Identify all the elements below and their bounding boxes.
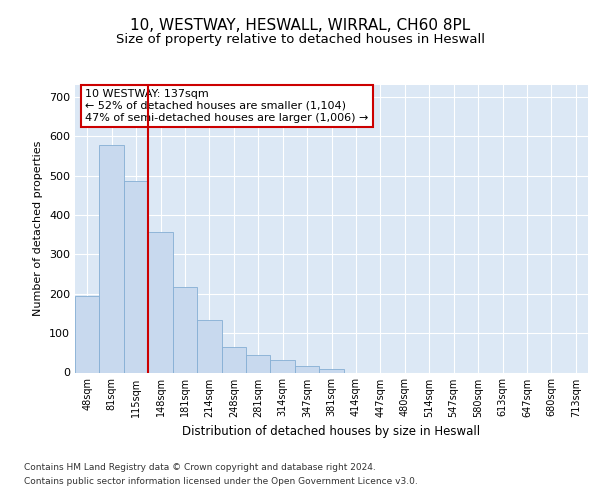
Bar <box>271 360 295 372</box>
Text: 10, WESTWAY, HESWALL, WIRRAL, CH60 8PL: 10, WESTWAY, HESWALL, WIRRAL, CH60 8PL <box>130 18 470 32</box>
Bar <box>124 180 148 372</box>
Bar <box>246 355 271 372</box>
Bar <box>148 232 173 372</box>
Text: Contains HM Land Registry data © Crown copyright and database right 2024.: Contains HM Land Registry data © Crown c… <box>24 462 376 471</box>
Y-axis label: Number of detached properties: Number of detached properties <box>34 141 43 316</box>
X-axis label: Distribution of detached houses by size in Heswall: Distribution of detached houses by size … <box>182 425 481 438</box>
Text: Contains public sector information licensed under the Open Government Licence v3: Contains public sector information licen… <box>24 478 418 486</box>
Text: 10 WESTWAY: 137sqm
← 52% of detached houses are smaller (1,104)
47% of semi-deta: 10 WESTWAY: 137sqm ← 52% of detached hou… <box>85 90 368 122</box>
Bar <box>100 145 124 372</box>
Bar <box>197 320 221 372</box>
Bar <box>319 368 344 372</box>
Bar <box>295 366 319 372</box>
Bar <box>173 288 197 372</box>
Bar <box>75 296 100 372</box>
Text: Size of property relative to detached houses in Heswall: Size of property relative to detached ho… <box>115 32 485 46</box>
Bar <box>221 348 246 372</box>
